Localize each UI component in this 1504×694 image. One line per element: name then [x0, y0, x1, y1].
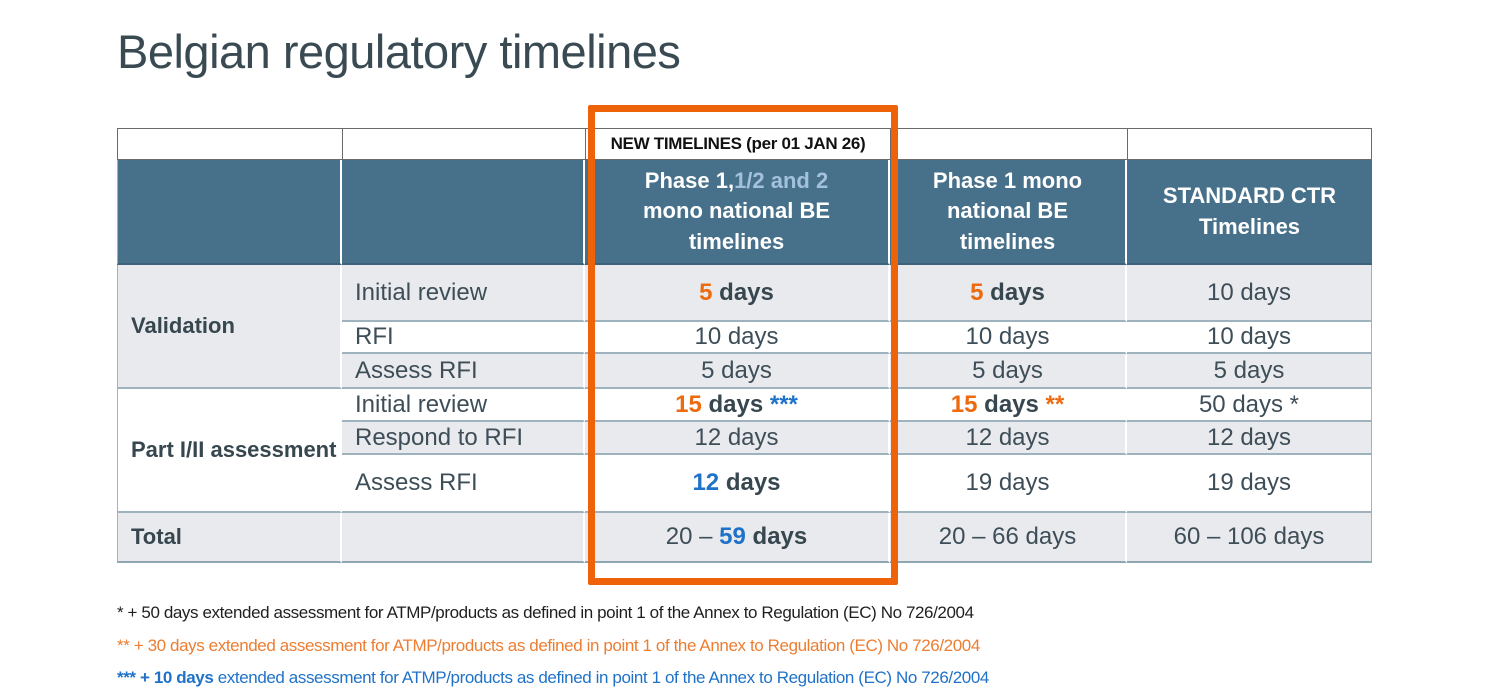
- value-number: 15: [675, 390, 702, 418]
- group-label-validation: Validation: [117, 265, 342, 389]
- page-title: Belgian regulatory timelines: [117, 25, 681, 78]
- footnote-1: * + 50 days extended assessment for ATMP…: [117, 603, 974, 622]
- footnote-3-text: extended assessment for ATMP/products as…: [213, 668, 990, 687]
- header-empty-step: [342, 160, 585, 265]
- cell-validation-rfi-mono: 10 days: [890, 322, 1127, 354]
- footnote-2: ** + 30 days extended assessment for ATM…: [117, 636, 980, 655]
- cell-validation-initial-ctr: 10 days: [1127, 265, 1372, 322]
- value-unit: days: [712, 278, 774, 306]
- row-label-part-respond-rfi: Respond to RFI: [342, 422, 585, 455]
- highlight-frame: [588, 105, 898, 585]
- cell-validation-initial-mono: 5 days: [890, 265, 1127, 322]
- header-phase12-new: Phase 1,1/2 and 2 mono national BE timel…: [585, 160, 890, 265]
- header-phase12-part3: mono national BE timelines: [643, 198, 830, 254]
- value-unit: days: [983, 278, 1045, 306]
- cell-part-initial-mono: 15 days **: [890, 389, 1127, 422]
- value-number: 12: [692, 469, 720, 496]
- cell-validation-rfi-new: 10 days: [585, 322, 890, 354]
- total-empty-cell: [342, 513, 585, 563]
- cell-validation-rfi-ctr: 10 days: [1127, 322, 1372, 354]
- group-label-part-i-ii: Part I/II assessment: [117, 389, 342, 513]
- cell-part-respond-ctr: 12 days: [1127, 422, 1372, 455]
- footnote-marker-blue: ***: [769, 390, 798, 418]
- value-number: 5: [699, 278, 713, 306]
- header-phase12-part2: 1/2 and 2: [734, 167, 829, 193]
- cell-part-respond-mono: 12 days: [890, 422, 1127, 455]
- timelines-table: NEW TIMELINES (per 01 JAN 26) Phase 1,1/…: [117, 128, 1372, 563]
- value-number: 15: [950, 390, 978, 418]
- banner-cell-empty-1: [117, 128, 342, 160]
- cell-part-assess-mono: 19 days: [890, 455, 1127, 513]
- cell-validation-initial-new: 5 days: [585, 265, 890, 322]
- total-new: 20 – 59 days: [585, 513, 890, 563]
- banner-cell-empty-2: [342, 128, 585, 160]
- row-label-validation-rfi: RFI: [342, 322, 585, 354]
- value-unit: days: [719, 469, 781, 496]
- cell-validation-assess-mono: 5 days: [890, 354, 1127, 389]
- total-ctr: 60 – 106 days: [1127, 513, 1372, 563]
- footnote-3: *** + 10 days extended assessment for AT…: [117, 668, 989, 688]
- row-label-part-initial-review: Initial review: [342, 389, 585, 422]
- row-label-validation-assess-rfi: Assess RFI: [342, 354, 585, 389]
- total-prefix: 20 –: [665, 523, 720, 550]
- cell-part-assess-ctr: 19 days: [1127, 455, 1372, 513]
- header-empty-group: [117, 160, 342, 265]
- header-standard-ctr: STANDARD CTR Timelines: [1127, 160, 1372, 265]
- total-number: 59: [719, 523, 746, 550]
- value-unit: days: [701, 390, 770, 418]
- row-label-validation-initial-review: Initial review: [342, 265, 585, 322]
- value-unit: days: [977, 390, 1046, 418]
- footnote-3-bold: *** + 10 days: [117, 668, 214, 687]
- banner-cell-empty-4: [890, 128, 1127, 160]
- cell-part-assess-new: 12 days: [585, 455, 890, 513]
- row-label-part-assess-rfi: Assess RFI: [342, 455, 585, 513]
- banner-cell-empty-5: [1127, 128, 1372, 160]
- new-timelines-banner: NEW TIMELINES (per 01 JAN 26): [585, 128, 890, 160]
- cell-validation-assess-new: 5 days: [585, 354, 890, 389]
- total-mono: 20 – 66 days: [890, 513, 1127, 563]
- total-unit: days: [745, 523, 808, 550]
- cell-validation-assess-ctr: 5 days: [1127, 354, 1372, 389]
- cell-part-initial-ctr: 50 days *: [1127, 389, 1372, 422]
- header-phase12-part1: Phase 1,: [644, 167, 735, 193]
- total-label: Total: [117, 513, 342, 563]
- footnote-marker-orange: **: [1045, 390, 1065, 418]
- cell-part-respond-new: 12 days: [585, 422, 890, 455]
- header-phase1-mono: Phase 1 mono national BE timelines: [890, 160, 1127, 265]
- cell-part-initial-new: 15 days ***: [585, 389, 890, 422]
- header-phase12-line1: Phase 1,1/2 and 2: [645, 166, 828, 196]
- value-number: 5: [970, 278, 984, 306]
